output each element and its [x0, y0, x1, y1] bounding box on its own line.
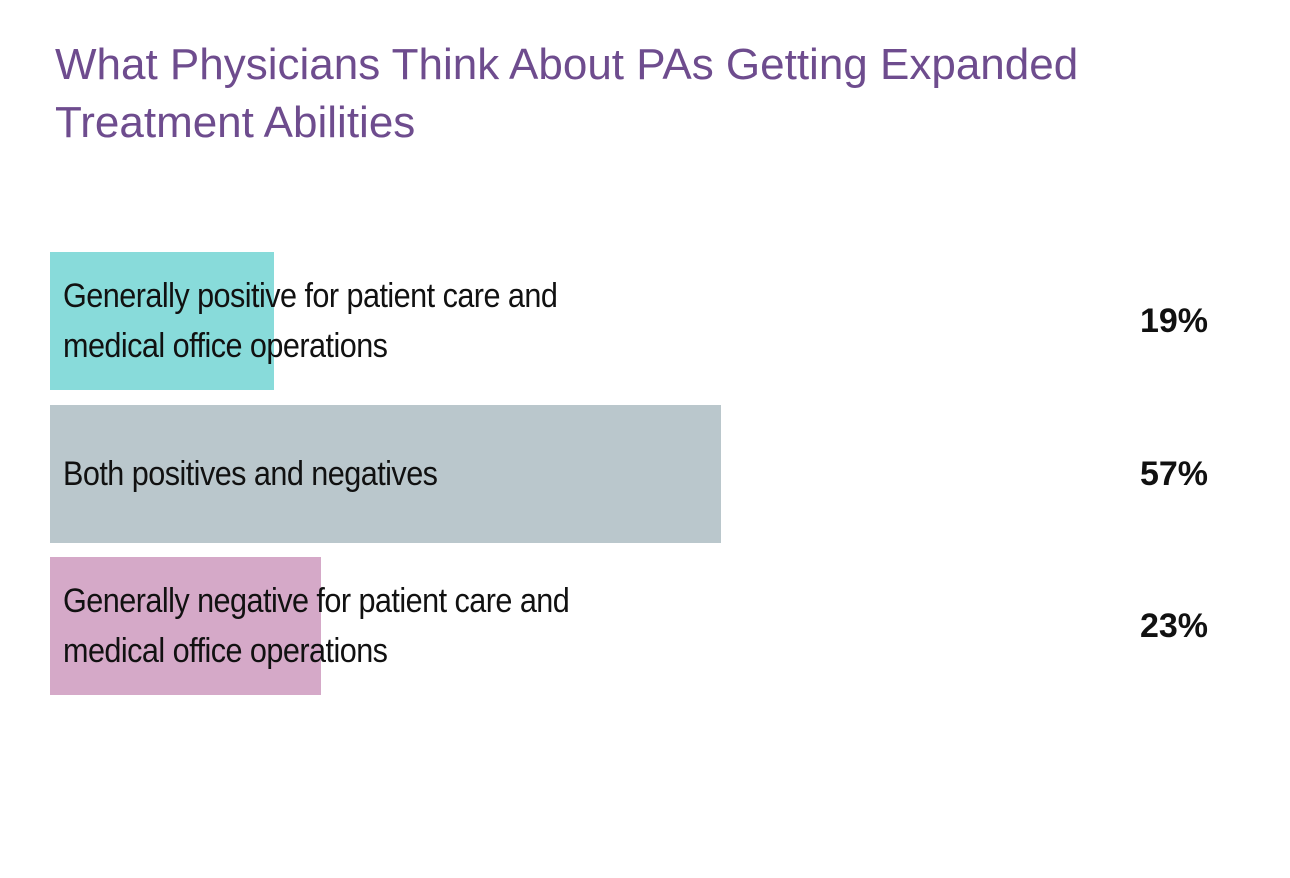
category-label: Generally negative for patient care and …	[63, 582, 570, 670]
bar	[50, 405, 721, 543]
value-label: 23%	[1139, 606, 1208, 645]
chart-title: What Physicians Think About PAs Getting …	[55, 40, 1079, 147]
category-label: Both positives and negatives	[63, 455, 438, 493]
value-label: 57%	[1139, 454, 1208, 493]
bar	[50, 557, 321, 695]
category-label: Generally positive for patient care and …	[63, 277, 558, 365]
value-label: 19%	[1139, 301, 1208, 340]
bar	[50, 252, 274, 390]
